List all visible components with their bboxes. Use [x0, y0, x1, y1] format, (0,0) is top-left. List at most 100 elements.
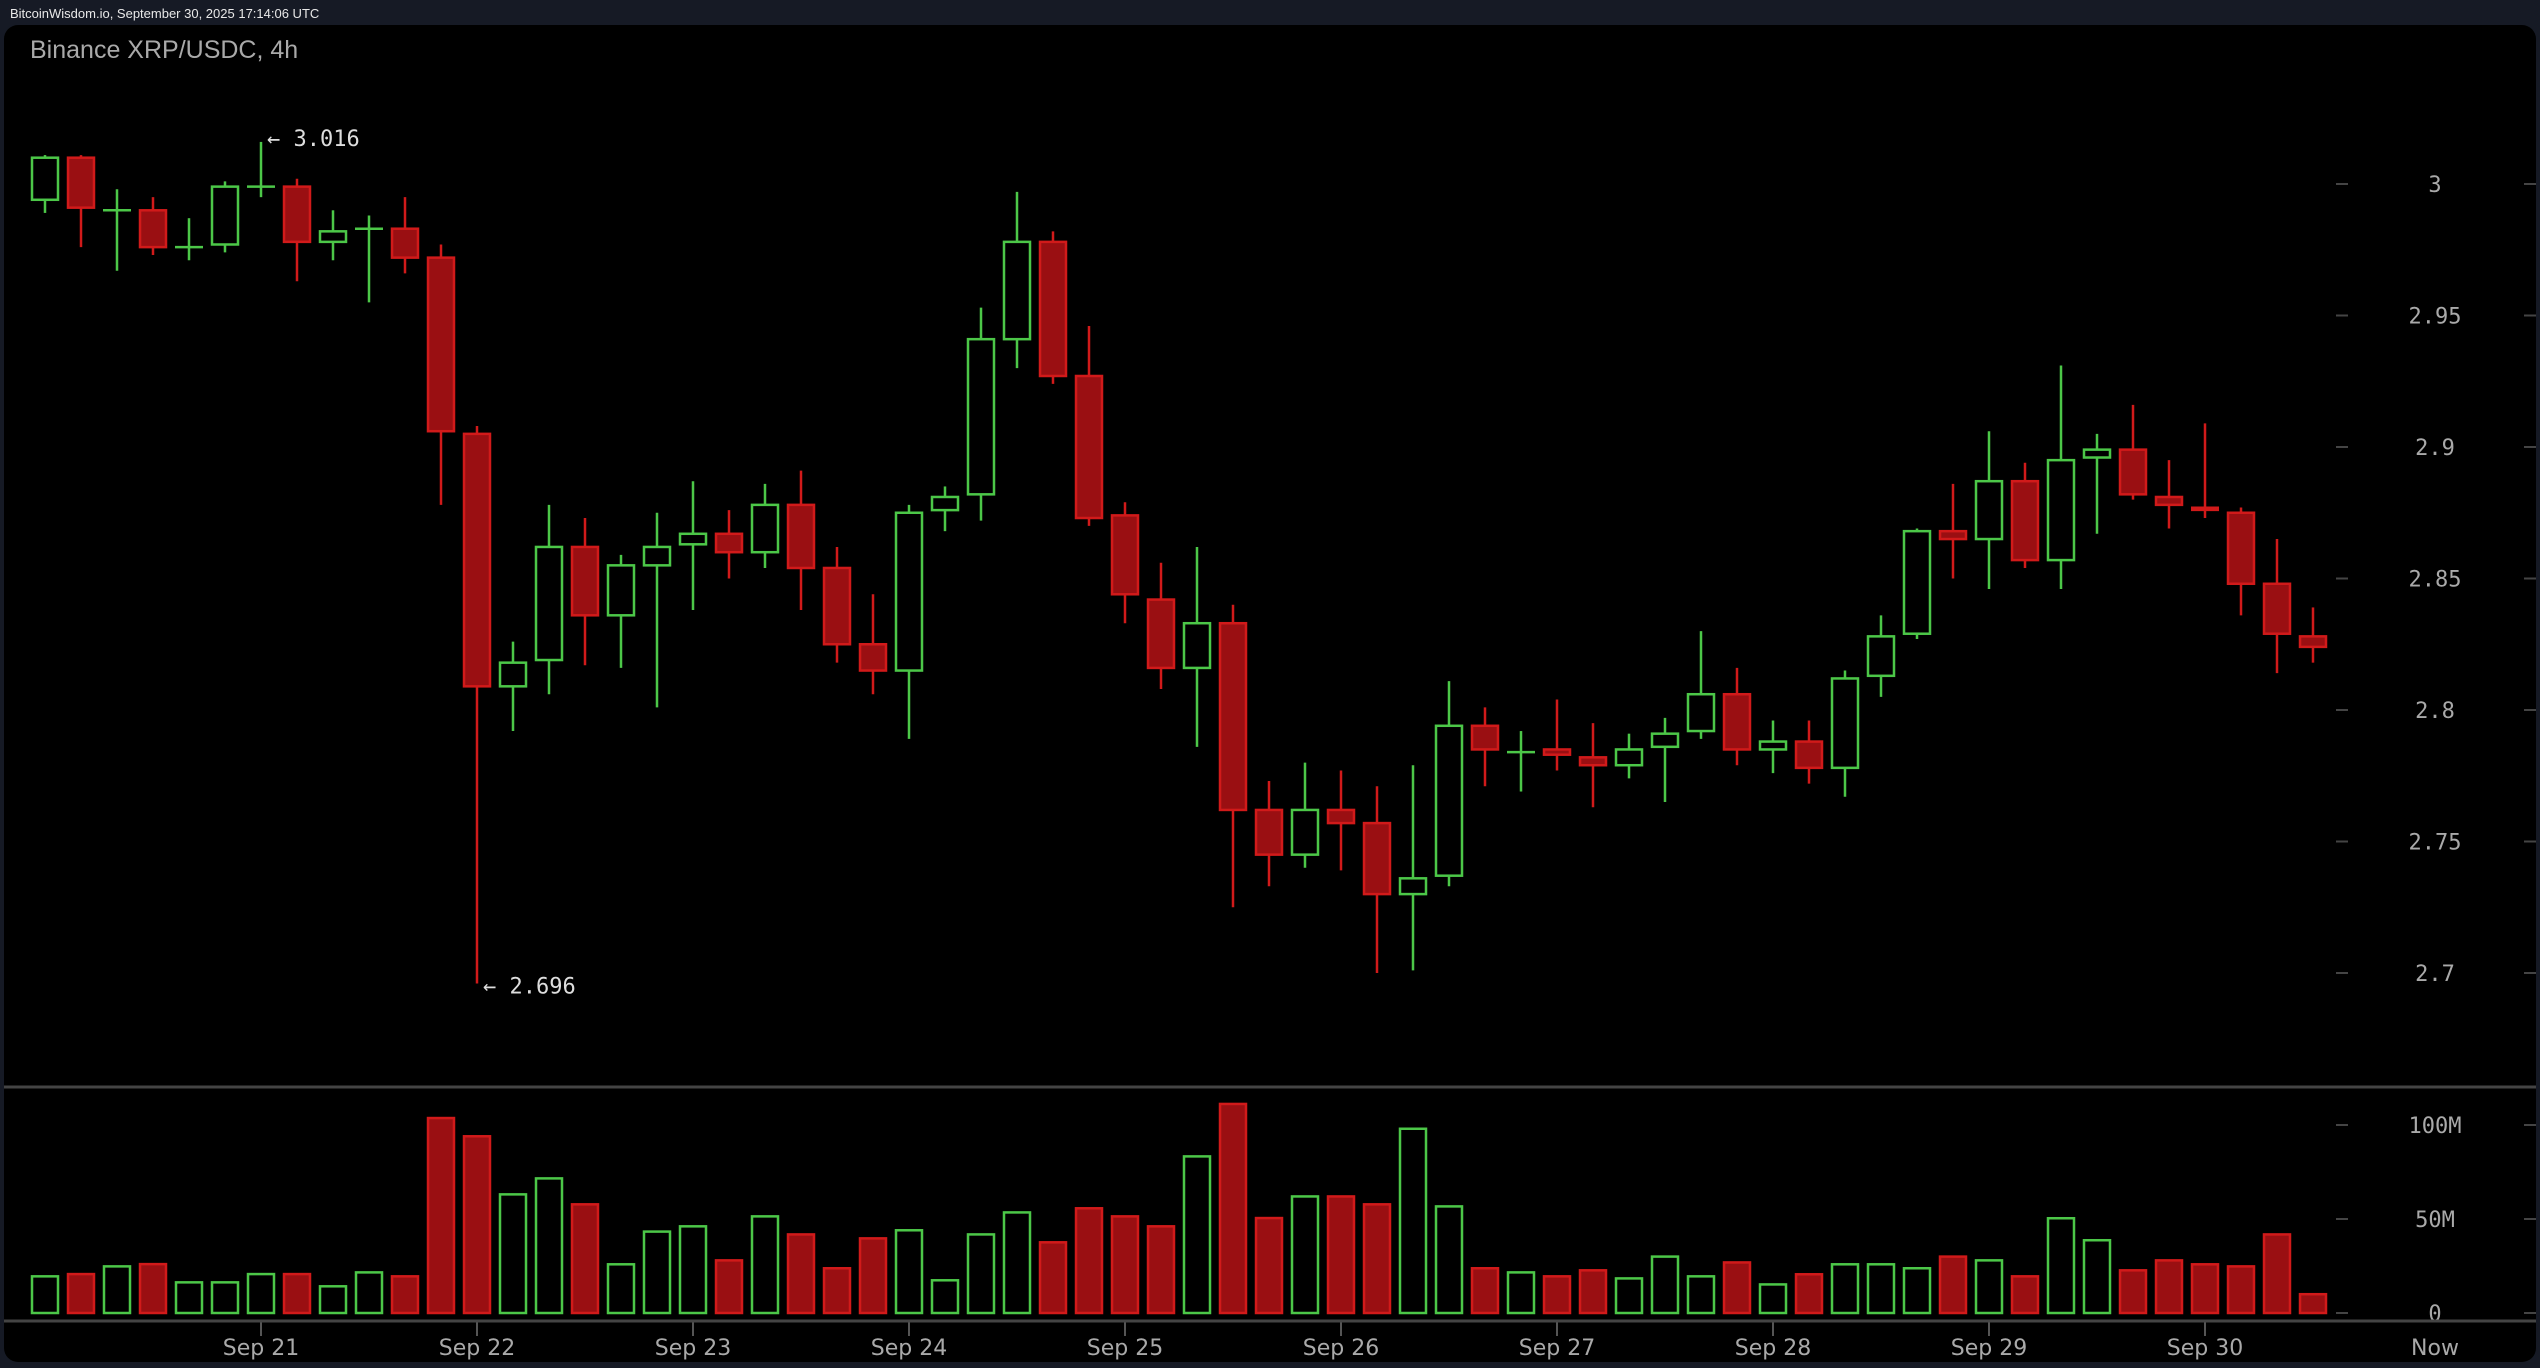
candle-body: [642, 545, 672, 567]
candle: [426, 244, 456, 505]
volume-bar: [2262, 1233, 2292, 1315]
time-tick-label: Sep 23: [655, 1336, 731, 1361]
volume-bar: [1182, 1155, 1212, 1315]
candle-body: [1614, 748, 1644, 767]
candle-body: [1794, 740, 1824, 770]
volume-bar: [1794, 1273, 1824, 1315]
volume-bar: [1686, 1275, 1716, 1315]
candle: [678, 481, 708, 611]
candle-body: [318, 230, 348, 244]
price-tick-label: 3: [2428, 173, 2441, 198]
candle-body: [30, 156, 60, 202]
time-tick-label: Sep 28: [1735, 1336, 1811, 1361]
volume-bar: [426, 1116, 456, 1315]
candle: [858, 594, 888, 695]
candle-body: [822, 566, 852, 646]
volume-bar: [66, 1272, 96, 1315]
candle: [138, 197, 168, 256]
candle-body: [2226, 511, 2256, 586]
candle-body: [498, 661, 528, 688]
candles: [30, 141, 2328, 984]
volume-bar: [606, 1263, 636, 1315]
volume-bar: [1614, 1277, 1644, 1315]
volume-bar: [174, 1281, 204, 1315]
candle: [1866, 615, 1896, 697]
volume-bar: [1866, 1263, 1896, 1315]
candle: [1362, 786, 1392, 973]
candle-body: [2298, 635, 2328, 649]
volume-bar: [1002, 1211, 1032, 1315]
candle-body: [426, 256, 456, 433]
candle: [1326, 770, 1356, 871]
candle-body: [1830, 677, 1860, 770]
candle: [175, 218, 203, 261]
volume-bar: [1434, 1205, 1464, 1315]
candle-body: [1542, 748, 1572, 756]
candle-body: [1146, 598, 1176, 670]
candle: [66, 155, 96, 248]
candle: [2191, 423, 2219, 519]
volume-bar: [2190, 1263, 2220, 1315]
candle: [1902, 528, 1932, 639]
volume-bar: [570, 1203, 600, 1315]
candle-body: [1902, 529, 1932, 635]
candle-body: [1650, 732, 1680, 749]
candle: [570, 518, 600, 666]
candle-body: [2010, 479, 2040, 562]
candle-body: [1686, 692, 1716, 733]
volume-bar: [246, 1272, 276, 1315]
candle-body: [1254, 808, 1284, 856]
candle-body: [138, 209, 168, 249]
candle: [1290, 762, 1320, 868]
candle-body: [2118, 448, 2148, 496]
candle: [103, 189, 131, 271]
time-tick-label: Sep 24: [871, 1336, 947, 1361]
candle: [282, 178, 312, 282]
volume-bar: [2226, 1265, 2256, 1315]
candle: [750, 483, 780, 568]
candle: [1110, 502, 1140, 624]
candle-body: [1182, 621, 1212, 670]
candle-body: [1866, 635, 1896, 678]
price-tick-label: 2.95: [2409, 305, 2462, 330]
candle-body: [282, 185, 312, 244]
volume-bar: [642, 1230, 672, 1315]
candle: [1254, 781, 1284, 887]
candle-body: [1002, 240, 1032, 341]
candle-body: [966, 337, 996, 496]
candle-body: [714, 532, 744, 554]
volume-bar: [1398, 1127, 1428, 1315]
candle: [1074, 326, 1104, 526]
candle: [894, 504, 924, 739]
candle: [2118, 404, 2148, 500]
chart-title: Binance XRP/USDC, 4h: [30, 36, 299, 64]
candle-body: [462, 432, 492, 688]
volume-bar: [822, 1267, 852, 1315]
candle-body: [786, 503, 816, 570]
volume-bar: [750, 1215, 780, 1315]
candle-body: [2262, 582, 2292, 635]
volume-bar: [1974, 1259, 2004, 1315]
candle-body: [1290, 808, 1320, 856]
candle: [2298, 607, 2328, 663]
candle: [1038, 231, 1068, 384]
candle: [1830, 670, 1860, 797]
candle: [1218, 604, 1248, 908]
volume-bar: [534, 1177, 564, 1315]
volume-bar: [2046, 1216, 2076, 1315]
candle: [2154, 460, 2184, 529]
volume-bar: [1074, 1207, 1104, 1315]
time-tick-label: Sep 29: [1951, 1336, 2027, 1361]
candle: [930, 486, 960, 532]
volume-bar: [1902, 1267, 1932, 1315]
price-tick-label: 2.7: [2415, 962, 2455, 987]
candle: [2082, 433, 2112, 534]
candle: [1182, 546, 1212, 747]
volume-bar: [1146, 1225, 1176, 1315]
candle-body: [1362, 821, 1392, 896]
candle: [2010, 462, 2040, 568]
volume-bar: [1722, 1261, 1752, 1315]
candle: [1650, 717, 1680, 803]
candle: [1686, 631, 1716, 739]
